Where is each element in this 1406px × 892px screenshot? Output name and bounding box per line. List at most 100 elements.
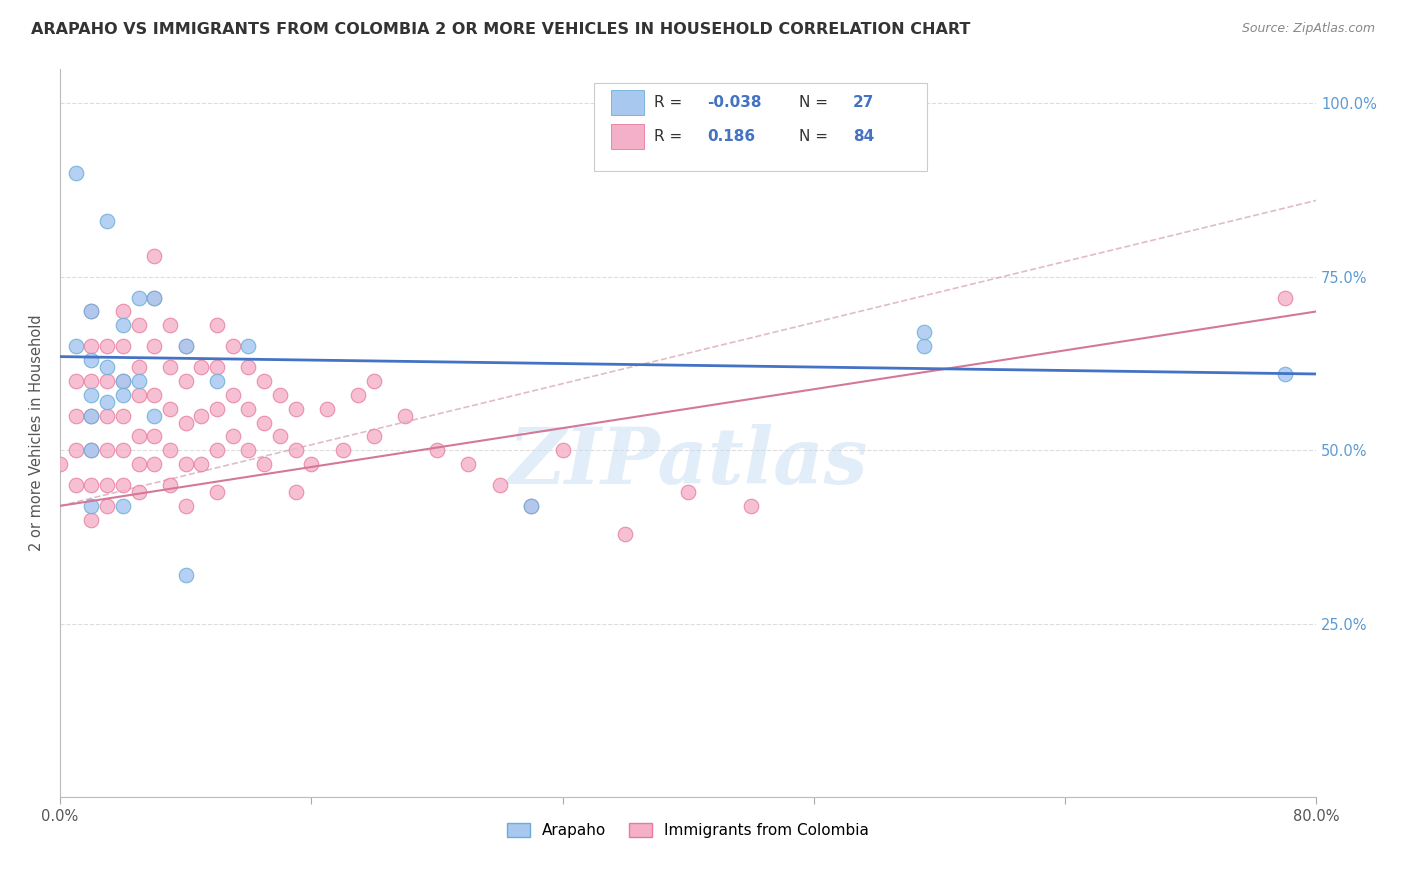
Point bbox=[222, 429, 245, 443]
Point bbox=[80, 304, 103, 318]
Point bbox=[363, 429, 385, 443]
Point bbox=[65, 443, 87, 458]
Point bbox=[143, 339, 166, 353]
Point bbox=[205, 359, 228, 374]
Point bbox=[96, 443, 118, 458]
Point bbox=[96, 394, 118, 409]
Point bbox=[238, 443, 260, 458]
Point bbox=[205, 443, 228, 458]
Point bbox=[332, 443, 354, 458]
FancyBboxPatch shape bbox=[593, 83, 927, 170]
Point bbox=[111, 339, 134, 353]
Point bbox=[1274, 367, 1296, 381]
Point bbox=[238, 401, 260, 416]
Point bbox=[205, 401, 228, 416]
Point bbox=[238, 339, 260, 353]
Point bbox=[96, 478, 118, 492]
Point bbox=[111, 374, 134, 388]
Point bbox=[253, 457, 276, 471]
Point bbox=[80, 409, 103, 423]
Point bbox=[143, 429, 166, 443]
Point bbox=[190, 457, 212, 471]
Point bbox=[80, 409, 103, 423]
Point bbox=[676, 485, 699, 500]
Text: -0.038: -0.038 bbox=[707, 95, 762, 111]
Point bbox=[80, 388, 103, 402]
Point bbox=[284, 443, 307, 458]
Point bbox=[128, 429, 150, 443]
Point bbox=[426, 443, 449, 458]
Text: N =: N = bbox=[799, 128, 832, 144]
Point bbox=[128, 291, 150, 305]
Point bbox=[111, 499, 134, 513]
Point bbox=[80, 443, 103, 458]
Point bbox=[128, 485, 150, 500]
Point bbox=[111, 443, 134, 458]
Text: 84: 84 bbox=[852, 128, 875, 144]
Point bbox=[111, 478, 134, 492]
Point bbox=[284, 485, 307, 500]
Point bbox=[80, 499, 103, 513]
Point bbox=[80, 513, 103, 527]
Point bbox=[159, 318, 181, 333]
Point bbox=[143, 291, 166, 305]
Point bbox=[128, 318, 150, 333]
Point bbox=[284, 401, 307, 416]
Point bbox=[96, 339, 118, 353]
Text: ZIPatlas: ZIPatlas bbox=[509, 424, 868, 500]
Point bbox=[740, 499, 762, 513]
Y-axis label: 2 or more Vehicles in Household: 2 or more Vehicles in Household bbox=[30, 315, 44, 551]
Text: ARAPAHO VS IMMIGRANTS FROM COLOMBIA 2 OR MORE VEHICLES IN HOUSEHOLD CORRELATION : ARAPAHO VS IMMIGRANTS FROM COLOMBIA 2 OR… bbox=[31, 22, 970, 37]
Point bbox=[80, 443, 103, 458]
Point bbox=[65, 409, 87, 423]
Point bbox=[96, 359, 118, 374]
Point bbox=[80, 353, 103, 368]
Point bbox=[912, 339, 935, 353]
Point bbox=[65, 166, 87, 180]
Point bbox=[128, 388, 150, 402]
Point bbox=[128, 359, 150, 374]
Point bbox=[159, 401, 181, 416]
Point bbox=[143, 409, 166, 423]
Point bbox=[174, 339, 197, 353]
Point bbox=[205, 485, 228, 500]
Point bbox=[96, 374, 118, 388]
Point bbox=[347, 388, 370, 402]
Point bbox=[111, 318, 134, 333]
Point bbox=[316, 401, 339, 416]
Point bbox=[174, 568, 197, 582]
Point bbox=[205, 374, 228, 388]
Point bbox=[80, 339, 103, 353]
Point bbox=[190, 359, 212, 374]
Point bbox=[174, 457, 197, 471]
Point bbox=[111, 409, 134, 423]
Point bbox=[488, 478, 510, 492]
Point bbox=[128, 457, 150, 471]
Text: R =: R = bbox=[654, 128, 688, 144]
Text: N =: N = bbox=[799, 95, 832, 111]
Point bbox=[143, 249, 166, 263]
Point bbox=[253, 374, 276, 388]
Point bbox=[96, 499, 118, 513]
Point bbox=[912, 326, 935, 340]
Point bbox=[128, 374, 150, 388]
Point bbox=[143, 291, 166, 305]
Point bbox=[520, 499, 543, 513]
Point bbox=[551, 443, 574, 458]
Text: R =: R = bbox=[654, 95, 688, 111]
Point bbox=[205, 318, 228, 333]
Point bbox=[174, 499, 197, 513]
Point bbox=[159, 443, 181, 458]
Point bbox=[190, 409, 212, 423]
Point bbox=[65, 478, 87, 492]
Point bbox=[269, 388, 291, 402]
Point bbox=[394, 409, 416, 423]
Point bbox=[143, 457, 166, 471]
Point bbox=[222, 388, 245, 402]
Point bbox=[49, 457, 72, 471]
Point bbox=[299, 457, 322, 471]
Point bbox=[80, 374, 103, 388]
Point bbox=[65, 374, 87, 388]
Legend: Arapaho, Immigrants from Colombia: Arapaho, Immigrants from Colombia bbox=[501, 817, 876, 845]
Point bbox=[520, 499, 543, 513]
